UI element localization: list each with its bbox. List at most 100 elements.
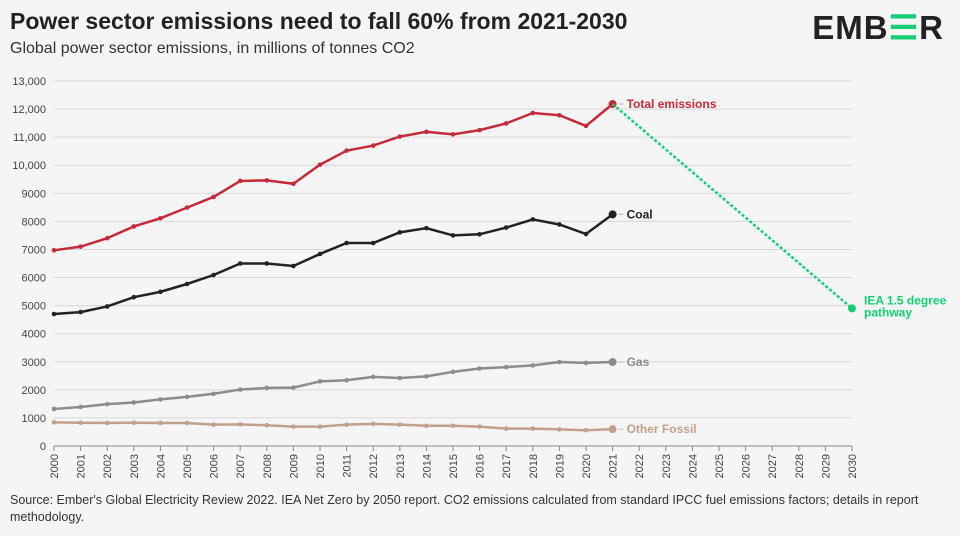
data-point <box>184 205 190 210</box>
data-point <box>530 426 536 431</box>
data-point <box>344 422 349 427</box>
data-point <box>450 369 456 375</box>
pathway-label: IEA 1.5 degree <box>864 293 947 307</box>
data-point <box>78 309 83 315</box>
ember-logo: EMB☰R <box>812 9 944 46</box>
x-tick-label: 2008 <box>262 454 274 478</box>
data-point <box>397 230 403 235</box>
data-point <box>557 359 562 365</box>
data-point <box>344 240 349 246</box>
data-point <box>131 294 137 300</box>
x-tick-label: 2019 <box>554 454 566 478</box>
x-tick-label: 2007 <box>235 454 247 478</box>
data-point <box>291 424 296 429</box>
y-tick-label: 5000 <box>22 301 46 313</box>
chart-subtitle: Global power sector emissions, in millio… <box>10 40 415 57</box>
x-tick-label: 2025 <box>714 454 726 478</box>
x-tick-label: 2021 <box>608 454 620 478</box>
series-label: Gas <box>627 355 650 369</box>
data-point <box>503 225 509 230</box>
data-point <box>424 374 429 379</box>
data-point <box>158 397 163 402</box>
data-point <box>583 360 589 366</box>
x-tick-label: 2000 <box>49 454 61 478</box>
data-point <box>158 420 163 426</box>
series-label: Other Fossil <box>627 422 697 436</box>
data-point <box>370 374 376 380</box>
x-tick-label: 2016 <box>475 454 487 478</box>
series-label: Coal <box>627 207 653 221</box>
data-point <box>477 232 482 237</box>
data-point <box>184 281 190 287</box>
series-label: Total emissions <box>627 97 717 111</box>
data-point <box>370 143 376 148</box>
x-tick-label: 2024 <box>687 454 699 478</box>
x-tick-label: 2020 <box>581 454 593 478</box>
y-tick-label: 2000 <box>22 385 46 397</box>
data-point <box>51 406 57 412</box>
x-tick-label: 2022 <box>634 454 646 478</box>
data-point <box>370 240 376 246</box>
data-point <box>583 427 589 433</box>
series-line <box>53 360 613 411</box>
y-tick-label: 8000 <box>22 216 46 228</box>
x-tick-label: 2018 <box>528 454 540 478</box>
data-point <box>184 394 190 400</box>
data-point <box>530 110 536 116</box>
x-tick-label: 2005 <box>182 454 194 478</box>
x-tick-label: 2029 <box>820 454 832 478</box>
data-point <box>51 420 57 425</box>
data-point <box>131 224 137 229</box>
data-point <box>503 426 509 431</box>
data-point <box>158 215 163 221</box>
data-point <box>317 379 323 384</box>
data-point <box>104 401 110 407</box>
data-point <box>184 420 190 426</box>
x-tick-label: 2030 <box>847 454 859 478</box>
data-point <box>557 427 562 432</box>
data-point <box>608 210 617 219</box>
x-tick-label: 2003 <box>129 454 141 478</box>
x-tick-label: 2028 <box>794 454 806 478</box>
data-point <box>104 304 110 309</box>
data-point <box>557 112 562 118</box>
data-point <box>317 251 323 257</box>
data-point <box>211 272 216 278</box>
data-point <box>237 261 243 266</box>
pathway-label: pathway <box>864 305 912 319</box>
data-point <box>530 217 536 222</box>
source-note: Source: Ember's Global Electricity Revie… <box>10 493 919 524</box>
x-tick-label: 2002 <box>102 454 114 478</box>
x-tick-label: 2014 <box>421 454 433 478</box>
data-point <box>78 404 83 410</box>
y-tick-label: 10,000 <box>12 160 46 172</box>
data-point <box>104 235 110 241</box>
data-point <box>158 289 163 295</box>
data-point <box>424 129 429 135</box>
pathway-line <box>611 103 853 310</box>
data-point <box>317 162 323 167</box>
data-point <box>237 387 243 392</box>
data-point <box>424 423 429 429</box>
x-tick-label: 2001 <box>76 454 88 478</box>
data-point <box>477 424 482 429</box>
data-point <box>608 358 617 367</box>
x-tick-label: 2006 <box>209 454 221 478</box>
line-chart: 0 1000 2000 3000 4000 5000 6000 7000 8000 9000 10,… <box>12 76 947 478</box>
data-point <box>51 248 57 253</box>
data-point <box>291 181 296 187</box>
x-tick-label: 2010 <box>315 454 327 478</box>
data-point <box>450 132 456 137</box>
x-tick-label: 2012 <box>368 454 380 478</box>
series-line <box>53 421 613 432</box>
data-point <box>78 420 83 425</box>
y-tick-label: 11,000 <box>13 132 46 144</box>
series-line <box>53 213 614 316</box>
data-point <box>424 225 429 231</box>
data-point <box>264 261 270 266</box>
data-point <box>264 385 270 391</box>
data-point <box>397 422 403 427</box>
data-point <box>291 385 296 390</box>
data-point <box>477 366 482 371</box>
chart-title: Power sector emissions need to fall 60% … <box>10 8 628 34</box>
